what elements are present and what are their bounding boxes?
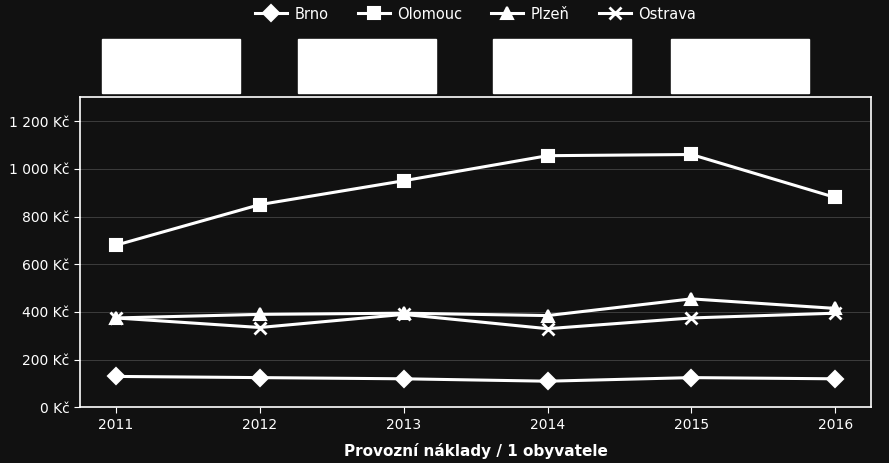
Olomouc (110, 243, 121, 248)
Ostrava (686, 315, 697, 321)
Ostrava (398, 312, 409, 317)
Ostrava (254, 325, 265, 330)
Plzeň (686, 296, 697, 302)
Brno (398, 376, 409, 382)
Line: Ostrava: Ostrava (110, 307, 841, 334)
Plzeň (542, 313, 553, 319)
Brno (542, 378, 553, 384)
Plzeň (254, 312, 265, 317)
Brno (830, 376, 841, 382)
Ostrava (830, 310, 841, 316)
Plzeň (830, 306, 841, 311)
Line: Plzeň: Plzeň (110, 294, 841, 324)
Olomouc (542, 153, 553, 158)
Line: Olomouc: Olomouc (110, 149, 841, 251)
Olomouc (686, 152, 697, 157)
Plzeň (398, 310, 409, 316)
Brno (110, 374, 121, 379)
Line: Brno: Brno (110, 371, 841, 387)
X-axis label: Provozní náklady / 1 obyvatele: Provozní náklady / 1 obyvatele (344, 443, 607, 459)
Plzeň (110, 315, 121, 321)
Ostrava (110, 315, 121, 321)
Olomouc (830, 194, 841, 200)
Ostrava (542, 326, 553, 332)
Legend: Brno, Olomouc, Plzeň, Ostrava: Brno, Olomouc, Plzeň, Ostrava (249, 1, 702, 28)
Olomouc (254, 202, 265, 207)
Brno (686, 375, 697, 381)
Brno (254, 375, 265, 381)
Olomouc (398, 178, 409, 183)
